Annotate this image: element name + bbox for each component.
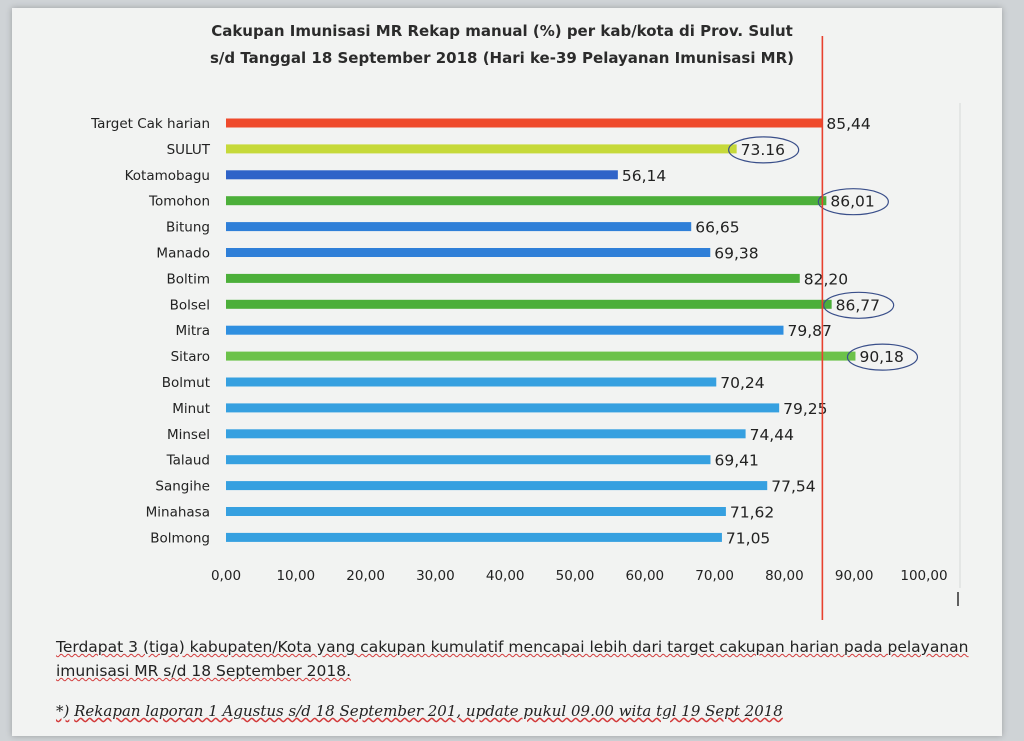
category-label-bolsel: Bolsel (170, 297, 210, 313)
report-page: Target Cak harian 85,44 SULUT 73.16 Kotamoba… (12, 8, 1002, 736)
category-label-target-cak-harian: Target Cak harian (90, 116, 210, 132)
category-label-bitung: Bitung (166, 220, 210, 236)
x-tick-label-0: 0,00 (211, 568, 241, 584)
value-label-bitung: 66,65 (695, 219, 739, 237)
bar-target-cak-harian (226, 118, 823, 128)
highlight-circle-sitaro (846, 343, 919, 371)
value-label-sitaro: 90,18 (859, 348, 903, 366)
value-label-minahasa: 71,62 (730, 504, 774, 522)
x-tick-label-5: 50,00 (556, 568, 595, 584)
category-label-minahasa: Minahasa (146, 505, 210, 521)
category-label-talaud: Talaud (166, 453, 210, 469)
value-label-bolmong: 71,05 (726, 529, 770, 547)
bar-bolsel (226, 299, 832, 309)
category-label-manado: Manado (156, 246, 210, 262)
value-label-sangihe: 77,54 (771, 478, 815, 496)
bar-bitung (226, 222, 692, 232)
category-label-sangihe: Sangihe (155, 479, 210, 495)
value-label-boltim: 82,20 (804, 270, 848, 288)
category-label-kotamobagu: Kotamobagu (125, 168, 210, 184)
value-label-bolmut: 70,24 (720, 374, 764, 392)
footnote: *) Rekapan laporan 1 Agustus s/d 18 Sept… (56, 702, 956, 720)
category-label-mitra: Mitra (175, 323, 210, 339)
category-label-minsel: Minsel (167, 427, 210, 443)
category-label-sulut: SULUT (167, 142, 211, 158)
value-label-talaud: 69,41 (714, 452, 758, 470)
value-label-bolsel: 86,77 (836, 296, 880, 314)
value-label-target-cak-harian: 85,44 (826, 115, 870, 133)
bar-tomohon (226, 196, 827, 206)
bar-boltim (226, 273, 800, 283)
category-label-boltim: Boltim (167, 271, 210, 287)
x-tick-label-2: 20,00 (346, 568, 385, 584)
value-label-minsel: 74,44 (750, 426, 794, 444)
bar-bolmut (226, 377, 717, 387)
footnote-marker: *) (56, 702, 70, 720)
bar-minsel (226, 429, 746, 439)
value-label-sulut: 73.16 (741, 141, 785, 159)
x-tick-label-9: 90,00 (835, 568, 874, 584)
x-tick-label-10: 100,00 (900, 568, 947, 584)
x-tick-label-6: 60,00 (625, 568, 664, 584)
x-tick-label-8: 80,00 (765, 568, 804, 584)
footnote-text: Rekapan laporan 1 Agustus s/d 18 Septemb… (74, 702, 783, 720)
bar-manado (226, 248, 711, 257)
highlight-circle-bolsel (823, 291, 895, 319)
highlight-circle-sulut (728, 136, 800, 164)
category-label-bolmong: Bolmong (150, 530, 210, 546)
value-label-kotamobagu: 56,14 (622, 167, 666, 185)
chart-title-line-2: s/d Tanggal 18 September 2018 (Hari ke-3… (209, 49, 795, 67)
summary-note: Terdapat 3 (tiga) kabupaten/Kota yang ca… (56, 638, 969, 680)
x-tick-label-1: 10,00 (276, 568, 315, 584)
x-tick-label-3: 30,00 (416, 568, 455, 584)
bar-mitra (226, 325, 784, 335)
value-label-tomohon: 86,01 (830, 193, 874, 211)
bar-kotamobagu (226, 170, 618, 180)
category-label-minut: Minut (172, 401, 210, 417)
value-label-manado: 69,38 (714, 245, 758, 263)
bar-sangihe (226, 481, 768, 491)
chart-title-line-1: Cakupan Imunisasi MR Rekap manual (%) pe… (211, 22, 793, 40)
category-label-sitaro: Sitaro (171, 349, 210, 365)
bar-chart: Target Cak harian 85,44 SULUT 73.16 Kotamoba… (90, 36, 961, 620)
bar-talaud (226, 455, 711, 465)
bar-sitaro (226, 351, 856, 361)
highlight-circle-tomohon (817, 188, 889, 216)
value-label-mitra: 79,87 (787, 322, 831, 340)
category-label-tomohon: Tomohon (148, 194, 210, 210)
x-tick-label-4: 40,00 (486, 568, 525, 584)
bar-bolmong (226, 532, 722, 542)
bar-minut (226, 403, 780, 413)
category-label-bolmut: Bolmut (162, 375, 210, 391)
chart-title: Cakupan Imunisasi MR Rekap manual (%) pe… (122, 18, 882, 72)
bar-minahasa (226, 507, 726, 516)
bar-sulut (226, 144, 737, 154)
value-label-minut: 79,25 (783, 400, 827, 418)
x-tick-label-7: 70,00 (695, 568, 734, 584)
